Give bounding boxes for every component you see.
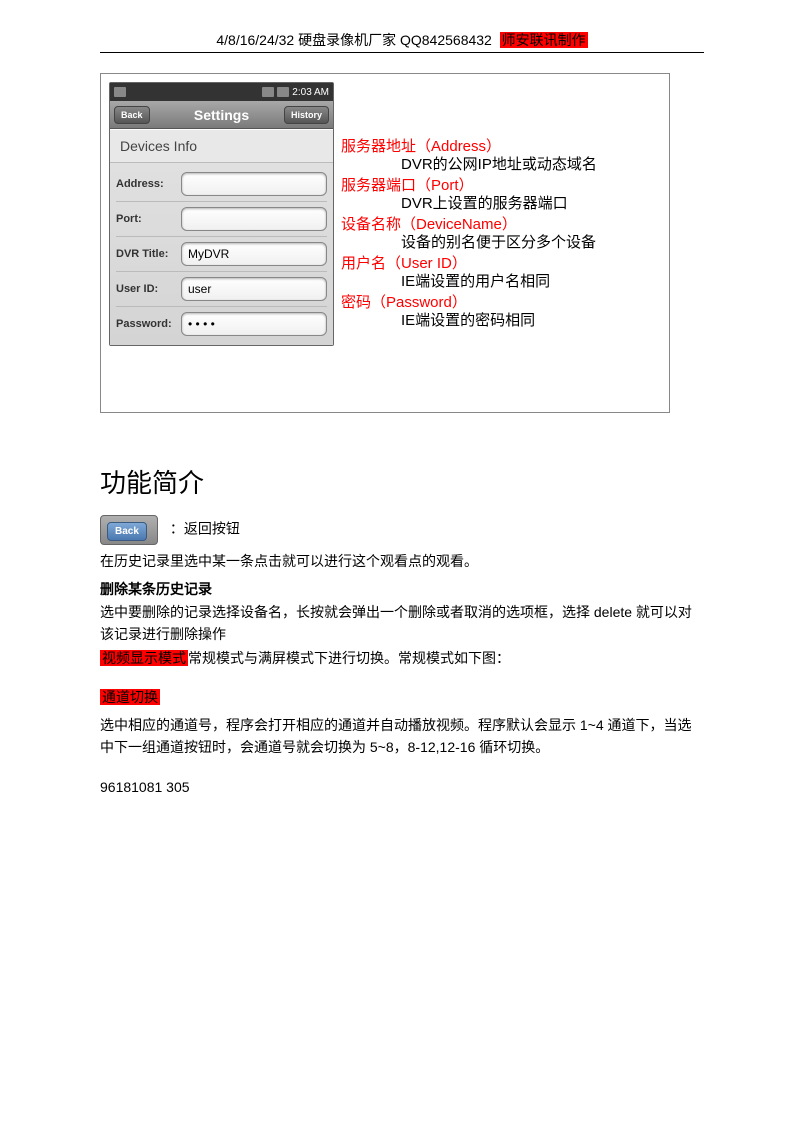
row-dvr-title: DVR Title: MyDVR [116,237,327,272]
battery-icon [277,87,289,97]
row-address: Address: [116,167,327,202]
channel-switch-desc: 选中相应的通道号，程序会打开相应的通道并自动播放视频。程序默认会显示 1~4 通… [100,715,704,758]
status-right-icons: 2:03 AM [262,87,329,98]
header-highlight: 师安联讯制作 [500,32,588,48]
phone-title-bar: Back Settings History [110,101,333,129]
anno-port-title: 服务器端口（Port） [341,178,597,195]
back-button-desc: ：返回按钮 [170,521,240,537]
phone-mockup: 2:03 AM Back Settings History Devices In… [109,82,334,346]
anno-password-title: 密码（Password） [341,295,597,312]
status-left-icons [114,87,126,97]
devices-info-header: Devices Info [110,129,333,163]
label-dvr-title: DVR Title: [116,248,181,260]
input-password[interactable]: • • • • [181,312,327,336]
row-user-id: User ID: user [116,272,327,307]
channel-switch-heading: 通道切换 [100,687,704,709]
screenshot-container: 2:03 AM Back Settings History Devices In… [100,73,670,413]
label-address: Address: [116,178,181,190]
video-mode-desc: 常规模式与满屏模式下进行切换。常规模式如下图： [188,650,510,666]
signal-icon [262,87,274,97]
header-text: 4/8/16/24/32 硬盘录像机厂家 QQ842568432 [216,32,491,48]
label-port: Port: [116,213,181,225]
anno-device-title: 设备名称（DeviceName） [341,217,597,234]
input-port[interactable] [181,207,327,231]
back-button-demo-label: Back [107,522,147,541]
input-user-id[interactable]: user [181,277,327,301]
back-button-demo-row: Back ：返回按钮 [100,515,704,545]
status-time: 2:03 AM [292,87,329,98]
history-button[interactable]: History [284,106,329,124]
phone-status-bar: 2:03 AM [110,83,333,101]
text-history-view: 在历史记录里选中某一条点击就可以进行这个观看点的观看。 [100,551,704,573]
input-dvr-title[interactable]: MyDVR [181,242,327,266]
text-delete-heading: 删除某条历史记录 [100,579,704,601]
title-text: Settings [194,107,249,123]
video-mode-highlight: 视频显示模式 [100,650,188,666]
row-password: Password: • • • • [116,307,327,341]
anno-address-desc: DVR的公网IP地址或动态域名 [401,157,597,174]
anno-address-title: 服务器地址（Address） [341,139,597,156]
footer-code: 96181081 305 [100,777,704,799]
notification-icon [114,87,126,97]
anno-port-desc: DVR上设置的服务器端口 [401,196,597,213]
anno-device-desc: 设备的别名便于区分多个设备 [401,235,597,252]
page-header: 4/8/16/24/32 硬盘录像机厂家 QQ842568432 师安联讯制作 [100,30,704,53]
channel-switch-highlight: 通道切换 [100,689,160,705]
anno-password-desc: IE端设置的密码相同 [401,313,597,330]
text-delete-desc: 选中要删除的记录选择设备名，长按就会弹出一个删除或者取消的选项框，选择 dele… [100,602,704,645]
label-user-id: User ID: [116,283,181,295]
back-button-demo[interactable]: Back [100,515,158,545]
annotations: 服务器地址（Address） DVR的公网IP地址或动态域名 服务器端口（Por… [341,139,597,330]
row-port: Port: [116,202,327,237]
text-video-mode-row: 视频显示模式常规模式与满屏模式下进行切换。常规模式如下图： [100,648,704,670]
anno-user-title: 用户名（User ID） [341,256,597,273]
input-address[interactable] [181,172,327,196]
anno-user-desc: IE端设置的用户名相同 [401,274,597,291]
section-title: 功能简介 [100,463,704,500]
form-container: Address: Port: DVR Title: MyDVR User ID:… [110,163,333,345]
back-button[interactable]: Back [114,106,150,124]
label-password: Password: [116,318,181,330]
